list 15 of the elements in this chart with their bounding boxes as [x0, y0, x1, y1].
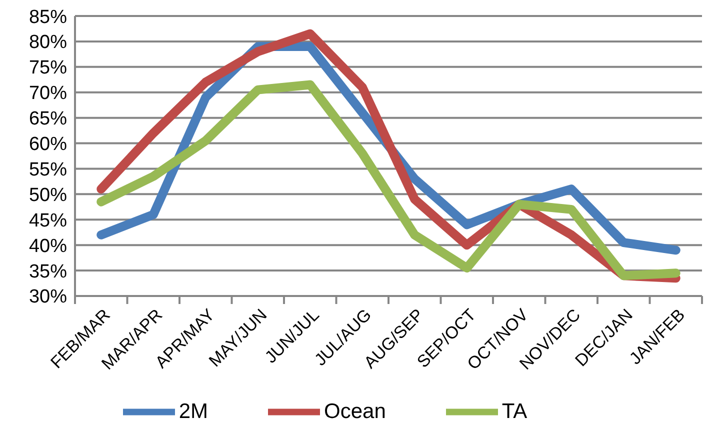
y-tick-label: 50% — [28, 184, 68, 206]
y-tick-label: 85% — [28, 6, 68, 28]
y-tick-label: 30% — [28, 286, 68, 308]
y-tick-label: 45% — [28, 210, 68, 232]
y-tick-label: 35% — [28, 261, 68, 282]
y-tick-label: 60% — [28, 134, 68, 156]
y-tick-label: 70% — [28, 83, 68, 104]
legend-label: Ocean — [324, 400, 386, 423]
legend-label: 2M — [178, 400, 208, 423]
y-tick-label: 55% — [28, 159, 68, 180]
y-tick-label: 65% — [28, 108, 68, 130]
legend-label: TA — [502, 400, 528, 423]
y-tick-label: 40% — [28, 236, 68, 257]
y-tick-label: 75% — [28, 58, 68, 79]
y-tick-label: 80% — [28, 32, 68, 54]
